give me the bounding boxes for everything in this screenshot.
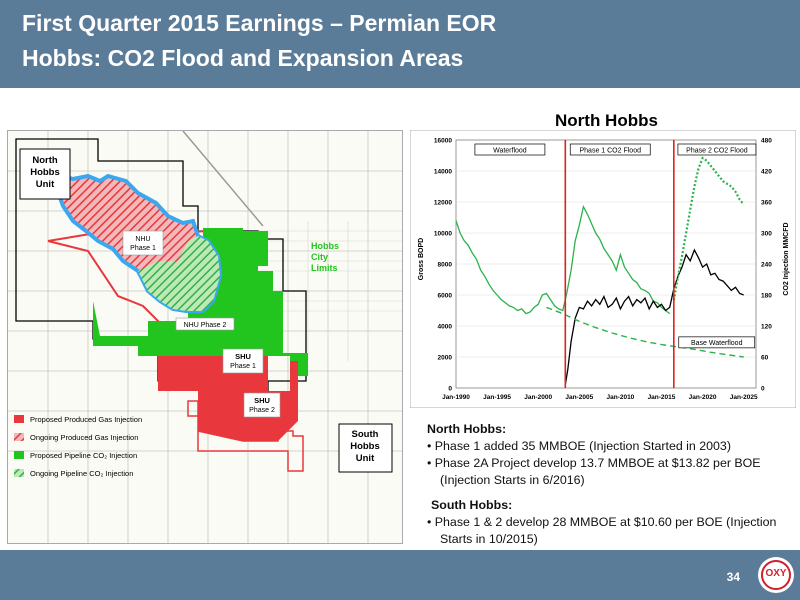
shu-phase1-label-l2: Phase 1 (230, 363, 256, 370)
y-tick-label: 12000 (434, 200, 452, 207)
x-tick-label: Jan-2020 (689, 394, 717, 401)
series-line-2 (672, 156, 745, 301)
y2-tick-label: 60 (761, 355, 769, 362)
chart-y2label: CO2 Injection MMCFD (783, 222, 790, 295)
shu-phase2-label-l1: SHU (254, 396, 270, 405)
shu-phase2-label-l2: Phase 2 (249, 407, 275, 414)
south-hobbs-unit-label-box (338, 423, 393, 473)
y-tick-label: 14000 (434, 169, 452, 176)
nhu-phase1-label-l1: NHU (135, 236, 150, 243)
y2-tick-label: 360 (761, 200, 772, 207)
legend-swatch-proposed-gas (14, 415, 24, 423)
legend-swatch-ongoing-co2 (14, 469, 24, 477)
y2-tick-label: 0 (761, 386, 765, 393)
shu-phase2-label-box (243, 392, 281, 418)
y2-tick-label: 120 (761, 324, 772, 331)
north-hobbs-unit-label-l2: Hobbs (30, 167, 60, 178)
x-tick-label: Jan-2010 (606, 394, 634, 401)
nhu-phase1-label-box (122, 230, 164, 256)
chart-canvas: 0 2000 4000 6000 8000 10000 12000 14000 16000 0 60… (409, 129, 797, 409)
south-hobbs-unit-boundary (187, 400, 304, 472)
legend-ongoing-gas-label: Ongoing Produced Gas Injection (30, 433, 138, 442)
base-waterflood-annotation-box (678, 336, 756, 349)
phase2-annotation: Phase 2 CO2 Flood (686, 147, 748, 154)
notes-panel: North Hobbs: • Phase 1 added 35 MMBOE (I… (427, 421, 792, 548)
y-tick-label: 8000 (438, 262, 453, 269)
y-tick-label: 4000 (438, 324, 453, 331)
legend-swatch-proposed-co2 (14, 451, 24, 459)
nhu-phase2-label-box (175, 317, 235, 331)
nhu-phase1-label-l2: Phase 1 (130, 245, 156, 252)
slide-header: First Quarter 2015 Earnings – Permian EO… (0, 0, 800, 88)
y2-tick-label: 480 (761, 138, 772, 145)
y2-tick-label: 300 (761, 231, 772, 238)
north-hobbs-unit-label-l1: North (32, 155, 58, 166)
chart-title: North Hobbs (555, 111, 658, 130)
y-tick-label: 16000 (434, 138, 452, 145)
map-city-streets (258, 221, 402, 361)
series-line-1 (564, 248, 744, 386)
y2-tick-label: 420 (761, 169, 772, 176)
series-line-3 (546, 306, 744, 358)
base-waterflood-annotation: Base Waterflood (691, 340, 743, 347)
hobbs-map: North Hobbs Unit NHU Phase 1 NHU Phase 2… (7, 130, 403, 544)
x-tick-label: Jan-2015 (648, 394, 676, 401)
phase1-annotation-box (569, 143, 651, 156)
oxy-logo: OXY (758, 557, 794, 593)
slide-footer: 34 OXY (0, 550, 800, 600)
slide-title-line2: Hobbs: CO2 Flood and Expansion Areas (22, 45, 464, 71)
north-hobbs-unit-label-box (19, 148, 71, 200)
waterflood-annotation-box (474, 143, 546, 156)
waterflood-annotation: Waterflood (493, 147, 527, 154)
legend-ongoing-co2-label: Ongoing Pipeline CO₂ Injection (30, 469, 133, 478)
hobbs-city-limits-label-l1: Hobbs (311, 241, 339, 251)
series-line-0 (455, 204, 671, 315)
shu-phase1-label-l1: SHU (235, 352, 251, 361)
x-tick-label: Jan-2025 (730, 394, 758, 401)
y2-tick-label: 240 (761, 262, 772, 269)
slide-title-line1: First Quarter 2015 Earnings – Permian EO… (22, 10, 497, 36)
x-tick-label: Jan-1995 (483, 394, 511, 401)
oxy-logo-text: OXY (765, 568, 787, 579)
phase1-annotation: Phase 1 CO2 Flood (580, 147, 642, 154)
south-hobbs-unit-label-l1: South (352, 429, 379, 440)
north-hobbs-chart: 0 2000 4000 6000 8000 10000 12000 14000 16000 0 60… (409, 129, 797, 409)
y2-tick-label: 180 (761, 293, 772, 300)
y-tick-label: 10000 (434, 231, 452, 238)
north-hobbs-bullet-2: • Phase 2A Project develop 13.7 MMBOE at… (427, 456, 761, 487)
oxy-logo-ring (761, 560, 791, 590)
south-hobbs-bullet-1: • Phase 1 & 2 develop 28 MMBOE at $10.60… (427, 515, 777, 546)
x-tick-label: Jan-2005 (565, 394, 593, 401)
phase2-annotation-box (677, 143, 757, 156)
y-tick-label: 0 (448, 386, 452, 393)
chart-ylabel: Gross BOPD (418, 238, 425, 280)
north-hobbs-heading: North Hobbs: (427, 422, 507, 436)
north-hobbs-unit-label-l3: Unit (36, 179, 55, 190)
legend-swatch-ongoing-gas (14, 433, 24, 441)
north-hobbs-bullet-1: • Phase 1 added 35 MMBOE (Injection Star… (427, 439, 731, 453)
south-hobbs-unit-label-l2: Hobbs (350, 441, 380, 452)
south-hobbs-unit-label-l3: Unit (356, 453, 375, 464)
map-canvas: North Hobbs Unit NHU Phase 1 NHU Phase 2… (8, 130, 402, 543)
south-hobbs-heading: South Hobbs: (431, 498, 513, 512)
page-number: 34 (726, 570, 740, 584)
nhu-phase2-label: NHU Phase 2 (184, 322, 227, 329)
map-highway (182, 130, 264, 227)
nhu-phase1-co2-area (138, 236, 220, 311)
legend-proposed-gas-label: Proposed Produced Gas Injection (30, 415, 142, 424)
hobbs-city-limits-label-l2: City (311, 252, 328, 262)
y-tick-label: 2000 (438, 355, 453, 362)
legend-proposed-co2-label: Proposed Pipeline CO₂ Injection (30, 451, 137, 460)
shu-phase1-label-box (222, 348, 264, 374)
hobbs-city-limits-label-l3: Limits (311, 263, 338, 273)
map-legend: Proposed Produced Gas Injection Ongoing … (14, 415, 142, 478)
y-tick-label: 6000 (438, 293, 453, 300)
x-tick-label: Jan-1990 (442, 394, 470, 401)
x-tick-label: Jan-2000 (524, 394, 552, 401)
